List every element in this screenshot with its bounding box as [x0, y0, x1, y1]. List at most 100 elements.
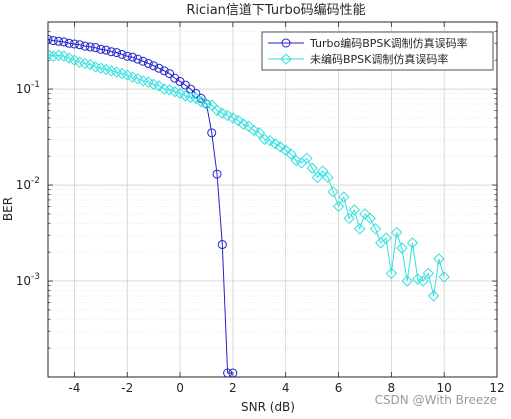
legend-marker: [281, 38, 291, 48]
data-point: [338, 191, 350, 203]
data-point: [369, 223, 382, 235]
data-point: [380, 232, 392, 244]
y-tick-label: 10-1: [16, 80, 40, 96]
data-point: [149, 61, 159, 71]
data-point: [186, 84, 196, 94]
y-tick-label: 10-3: [16, 272, 40, 288]
data-point: [216, 107, 229, 119]
data-point: [248, 124, 260, 137]
data-point: [101, 45, 111, 55]
data-point: [269, 137, 281, 150]
data-point: [343, 212, 355, 225]
data-point: [422, 267, 435, 280]
data-point: [212, 169, 222, 179]
data-point: [48, 36, 58, 46]
data-point: [401, 275, 413, 287]
data-point: [390, 226, 403, 239]
data-point: [128, 52, 138, 62]
data-point: [327, 186, 339, 198]
data-point: [301, 152, 313, 165]
watermark: CSDN @With Breeze: [374, 393, 497, 407]
x-tick-label: 12: [489, 381, 504, 395]
x-tick-label: 8: [388, 381, 396, 395]
legend-marker: [280, 53, 292, 65]
data-point: [306, 162, 318, 174]
legend-label: Turbo编码BPSK调制仿真误码率: [309, 36, 468, 50]
y-tick-label: 10-2: [16, 176, 40, 192]
data-point: [223, 368, 233, 377]
data-point: [274, 141, 287, 153]
x-tick-label: 2: [229, 381, 237, 395]
data-point: [106, 47, 116, 57]
data-point: [417, 275, 429, 287]
data-point: [279, 144, 292, 157]
data-point: [174, 87, 186, 100]
x-axis-label: SNR (dB): [241, 400, 295, 414]
data-point: [69, 39, 79, 49]
data-point: [138, 56, 148, 66]
data-point: [117, 49, 127, 59]
data-point: [112, 48, 122, 58]
data-point: [332, 200, 345, 213]
data-point: [253, 127, 266, 139]
data-point: [433, 253, 445, 265]
data-point: [75, 40, 85, 50]
y-tick-labels: 10-1 10-2 10-3: [16, 80, 40, 288]
data-point: [68, 54, 81, 66]
data-point: [285, 148, 297, 160]
data-point: [153, 80, 165, 92]
data-point: [84, 58, 96, 71]
minor-grid: [48, 31, 497, 349]
x-tick-label: -4: [68, 381, 80, 395]
data-point: [207, 128, 217, 138]
data-point: [190, 92, 202, 105]
data-point: [316, 165, 329, 177]
series-2: [48, 48, 450, 302]
data-point: [154, 63, 164, 73]
data-point: [201, 99, 211, 109]
data-point: [48, 34, 53, 44]
data-point: [311, 171, 324, 184]
data-point: [322, 171, 334, 184]
data-point: [406, 237, 419, 249]
series-line: [48, 53, 445, 297]
data-point: [211, 104, 223, 117]
data-point: [121, 69, 133, 81]
data-point: [64, 38, 74, 48]
data-point: [85, 42, 95, 52]
data-point: [232, 114, 244, 127]
x-tick-label: 4: [282, 381, 290, 395]
data-point: [364, 212, 376, 225]
data-point: [164, 69, 174, 79]
data-point: [396, 242, 408, 254]
series-layer: [48, 34, 450, 377]
data-point: [133, 54, 143, 64]
data-point: [59, 37, 69, 47]
data-point: [142, 76, 155, 88]
data-point: [228, 368, 238, 377]
data-point: [353, 223, 366, 235]
x-tick-label: -2: [121, 381, 133, 395]
legend-label: 未编码BPSK调制仿真误码率: [310, 52, 448, 66]
data-point: [264, 134, 276, 147]
data-point: [438, 271, 450, 283]
data-point: [195, 95, 207, 108]
chart-title: Rician信道下Turbo码编码性能: [186, 3, 365, 18]
x-tick-label: 6: [335, 381, 343, 395]
x-tick-label: 10: [437, 381, 452, 395]
legend-box: [261, 31, 494, 71]
plot-frame: [47, 21, 498, 378]
data-point: [196, 93, 206, 103]
data-point: [227, 112, 239, 124]
data-point: [54, 36, 64, 46]
data-point: [427, 290, 440, 302]
x-tick-labels: -4 -2 0 2 4 6 8 10 12: [68, 381, 504, 395]
data-point: [348, 204, 361, 216]
data-point: [80, 41, 90, 51]
data-point: [385, 267, 398, 280]
data-point: [217, 240, 227, 250]
data-point: [91, 43, 101, 53]
data-point: [48, 50, 59, 62]
